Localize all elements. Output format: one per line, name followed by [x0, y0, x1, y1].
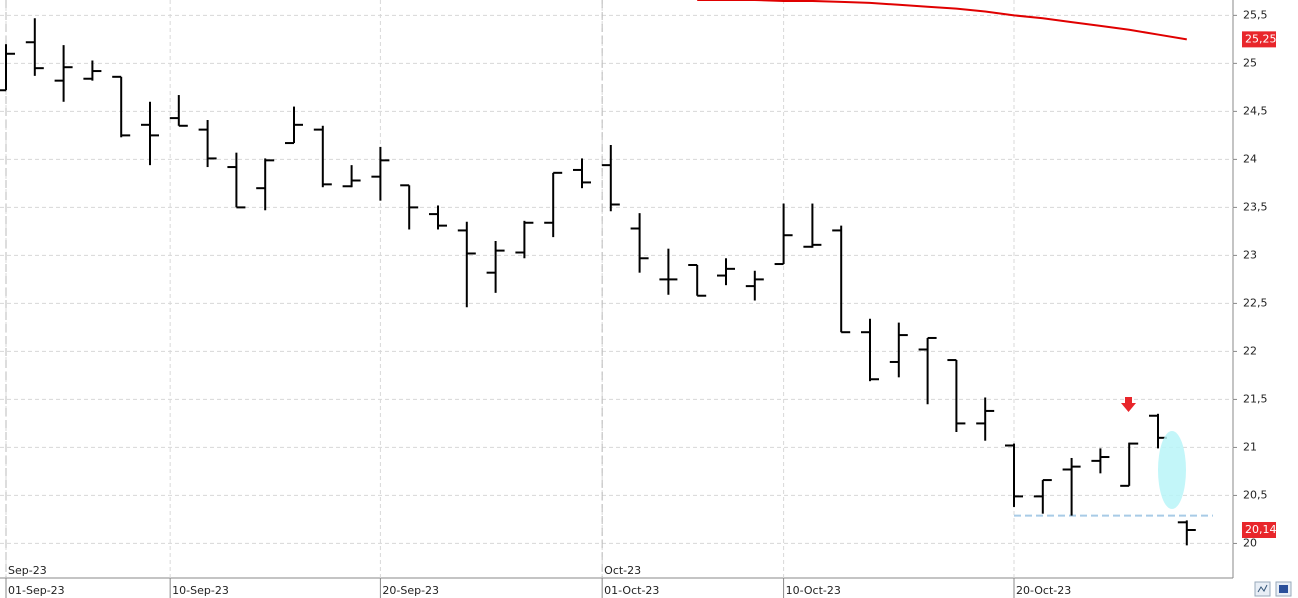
x-tick-label: 20-Oct-23 — [1016, 584, 1071, 597]
y-tick-label: 22 — [1243, 344, 1257, 357]
last-value-box — [1242, 31, 1276, 48]
x-tick-label: 20-Sep-23 — [382, 584, 439, 597]
last-value-box — [1242, 521, 1276, 538]
x-tick-label: 10-Sep-23 — [172, 584, 229, 597]
y-tick-label: 20 — [1243, 536, 1257, 549]
y-tick-label: 21 — [1243, 440, 1257, 453]
y-tick-label: 22,5 — [1243, 296, 1268, 309]
plot-area — [0, 0, 1233, 578]
y-tick-label: 24 — [1243, 152, 1257, 165]
y-tick-label: 23,5 — [1243, 200, 1268, 213]
x-tick-label: 01-Oct-23 — [604, 584, 659, 597]
x-tick-label: 01-Sep-23 — [8, 584, 65, 597]
scale-icon — [1257, 584, 1268, 593]
last-value-label: 20,14 — [1245, 523, 1277, 536]
y-tick-label: 20,5 — [1243, 488, 1268, 501]
y-tick-label: 23 — [1243, 248, 1257, 261]
month-label: Sep-23 — [8, 564, 47, 577]
last-value-label: 25,25 — [1245, 32, 1277, 45]
y-tick-label: 24,5 — [1243, 104, 1268, 117]
signal-arrow — [1121, 397, 1136, 412]
save-icon — [1279, 585, 1288, 593]
y-tick-label: 21,5 — [1243, 392, 1268, 405]
x-tick-label: 10-Oct-23 — [786, 584, 841, 597]
month-label: Oct-23 — [604, 564, 641, 577]
y-tick-label: 25 — [1243, 56, 1257, 69]
moving-average — [697, 0, 1187, 41]
y-tick-label: 25,5 — [1243, 8, 1268, 21]
highlight-ellipse — [1158, 431, 1186, 509]
